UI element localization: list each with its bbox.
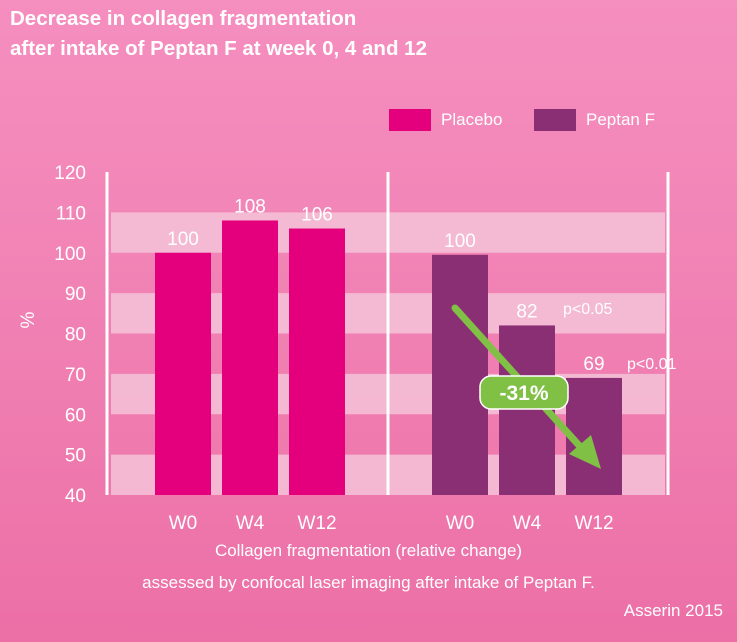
y-tick-label: 40 <box>65 486 86 507</box>
bar-value-label: 108 <box>234 196 266 217</box>
x-tick-label: W0 <box>169 513 198 534</box>
y-tick-label: 110 <box>56 203 86 224</box>
legend-label-peptan: Peptan F <box>586 110 655 129</box>
significance-label-w12: p<0.01 <box>627 356 676 373</box>
y-tick-label: 120 <box>54 163 86 184</box>
y-tick-label: 60 <box>65 405 86 426</box>
x-axis-title-line-1: Collagen fragmentation (relative change) <box>214 541 523 560</box>
x-tick-label: W12 <box>574 513 613 534</box>
title-line-2: after intake of Peptan F at week 0, 4 an… <box>10 37 427 60</box>
change-badge <box>479 375 569 410</box>
x-axis-title-line-2: assessed by confocal laser imaging after… <box>142 573 595 592</box>
bar <box>432 254 488 495</box>
bar-value-label: 69 <box>583 354 604 375</box>
change-badge-label: -31% <box>499 382 548 405</box>
x-tick-label: W4 <box>236 513 265 534</box>
x-tick-label: W12 <box>297 513 336 534</box>
bar <box>289 228 345 495</box>
source-label: Asserin 2015 <box>623 601 723 620</box>
bar-value-label: 106 <box>301 205 333 226</box>
bar <box>222 220 278 495</box>
y-tick-label: 50 <box>65 446 86 467</box>
legend-peptan: Peptan F <box>534 109 655 131</box>
y-axis-title: % <box>18 311 39 328</box>
y-tick-label: 70 <box>65 365 86 386</box>
trend-arrow-head <box>569 435 601 469</box>
legend-swatch-placebo <box>389 109 431 131</box>
title-line-1: Decrease in collagen fragmentation <box>10 7 357 30</box>
bar-value-label: 100 <box>167 229 199 250</box>
x-tick-label: W0 <box>446 513 475 534</box>
x-tick-label: W4 <box>513 513 542 534</box>
bar-value-label: 100 <box>444 231 476 252</box>
chart-title: Decrease in collagen fragmentation after… <box>10 4 427 64</box>
y-tick-label: 80 <box>65 325 86 346</box>
y-tick-label: 100 <box>54 244 86 265</box>
legend-placebo: Placebo <box>389 109 502 131</box>
y-tick-label: 90 <box>65 284 86 305</box>
significance-label-w4: p<0.05 <box>563 301 612 318</box>
bar-value-label: 82 <box>516 301 537 322</box>
bar <box>155 252 211 495</box>
legend-swatch-peptan <box>534 109 576 131</box>
legend-label-placebo: Placebo <box>441 110 503 129</box>
